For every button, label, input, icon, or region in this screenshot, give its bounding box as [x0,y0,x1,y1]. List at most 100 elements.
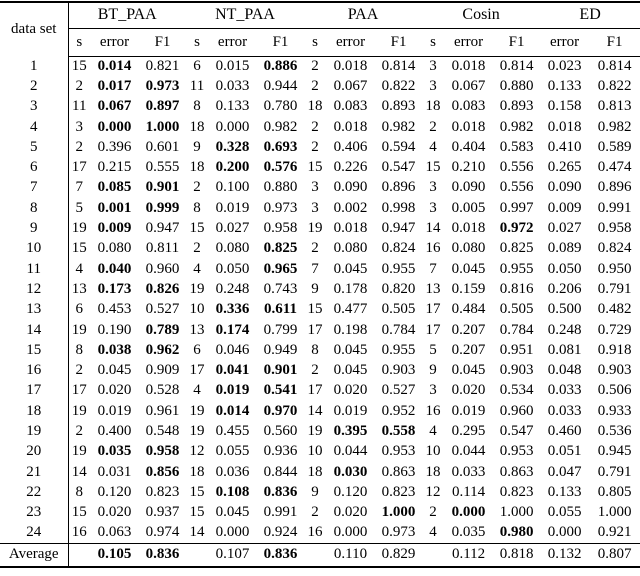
cell: 0.020 [333,382,368,399]
cell: 0.825 [499,240,534,257]
cell: 0.901 [145,179,180,196]
cell: 0.033 [215,77,250,94]
cell: 19 [189,280,205,297]
group-header-bt-paa: BT_PAA [68,2,186,29]
cell: 0.601 [145,138,180,155]
cell: 0.799 [263,321,298,338]
cell: 2 [311,118,319,135]
cell: 2 [429,118,437,135]
cell: 0.044 [451,443,486,460]
cell: 0.897 [145,98,180,115]
row-label: 11 [0,258,69,280]
cell: 0.019 [333,402,368,419]
cell: 0.050 [215,260,250,277]
cell: 0.951 [499,341,534,358]
cell: 3 [429,179,437,196]
cell: 5 [429,341,437,358]
cell: 0.020 [97,504,132,521]
cell: 0.991 [263,504,298,521]
cell: 0.823 [145,483,180,500]
col-header-f1: F1 [139,28,186,57]
cell: 0.823 [499,483,534,500]
table-row: 2 2 0.017 0.973 11 0.033 0.944 2 0.067 0.822 3 0.06… [0,76,640,97]
cell: 0.044 [333,443,368,460]
cell: 0.822 [381,77,416,94]
cell: 0.829 [375,542,423,568]
cell: 0.248 [215,280,250,297]
cell: 0.045 [451,362,486,379]
cell: 0.018 [333,220,368,237]
cell: 0.784 [381,321,416,338]
cell: 0.820 [381,280,416,297]
cell: 0.527 [381,382,416,399]
table-row: 3 11 0.067 0.897 8 0.133 0.780 18 0.083 0.893 18 0.… [0,96,640,117]
cell: 10 [425,443,441,460]
cell: 0.002 [333,199,368,216]
cell: 0.789 [145,321,180,338]
cell [422,542,445,568]
cell: 2 [311,77,319,94]
row-label: 5 [0,137,69,158]
cell: 0.536 [597,422,632,439]
row-label: 14 [0,319,69,341]
row-label: 17 [0,380,69,402]
table-body: 1 15 0.014 0.821 6 0.015 0.886 2 0.018 0.814 3 0.01… [0,56,640,568]
cell: 0.589 [597,138,632,155]
cell: 0.836 [263,483,298,500]
cell: 0.826 [145,280,180,297]
cell: 0.903 [381,362,416,379]
table-row: 11 4 0.040 0.960 4 0.050 0.965 7 0.045 0.955 7 0.04… [0,258,640,280]
cell: 0.556 [499,159,534,176]
cell: 19 [189,402,205,419]
cell: 0.015 [215,57,250,74]
cell: 15 [71,57,87,74]
cell: 12 [189,443,205,460]
row-label: 21 [0,461,69,483]
cell: 0.045 [97,362,132,379]
cell: 0.945 [597,443,632,460]
cell: 0.955 [381,341,416,358]
cell: 0.005 [451,199,486,216]
cell: 0.019 [215,199,250,216]
cell: 15 [71,240,87,257]
cell: 0.947 [381,220,416,237]
cell: 3 [311,179,319,196]
cell: 0.973 [263,199,298,216]
cell: 15 [189,220,205,237]
cell: 0.947 [145,220,180,237]
cell: 18 [425,98,441,115]
row-label: 12 [0,279,69,300]
cell: 0.089 [547,240,582,257]
cell: 0.038 [97,341,132,358]
cell: 8 [193,98,201,115]
cell [304,542,327,568]
cell: 0.014 [97,57,132,74]
cell: 0.018 [547,118,582,135]
group-header-nt-paa: NT_PAA [186,2,305,29]
cell: 0.998 [381,199,416,216]
cell: 0.982 [499,118,534,135]
cell: 0.576 [263,159,298,176]
cell: 0.500 [547,301,582,318]
cell: 0.027 [215,220,250,237]
row-label: 24 [0,522,69,544]
cell: 0.040 [97,260,132,277]
col-header-s: s [304,28,327,57]
cell: 0.000 [547,524,582,541]
cell: 2 [311,504,319,521]
cell: 0.474 [597,159,632,176]
cell: 17 [425,301,441,318]
cell: 0.067 [333,77,368,94]
cell: 0.120 [97,483,132,500]
table-row: 18 19 0.019 0.961 19 0.014 0.970 14 0.019 0.952 16… [0,401,640,422]
cell: 4 [193,260,201,277]
cell: 2 [75,138,84,155]
cell: 0.893 [381,98,416,115]
cell: 0.805 [597,483,632,500]
cell: 0.455 [215,422,250,439]
cell: 0.085 [97,179,132,196]
cell: 0.477 [333,301,368,318]
cell: 0.105 [90,542,139,568]
cell: 0.009 [547,199,582,216]
table-row: 8 5 0.001 0.999 8 0.019 0.973 3 0.002 0.998 3 0.005… [0,198,640,219]
